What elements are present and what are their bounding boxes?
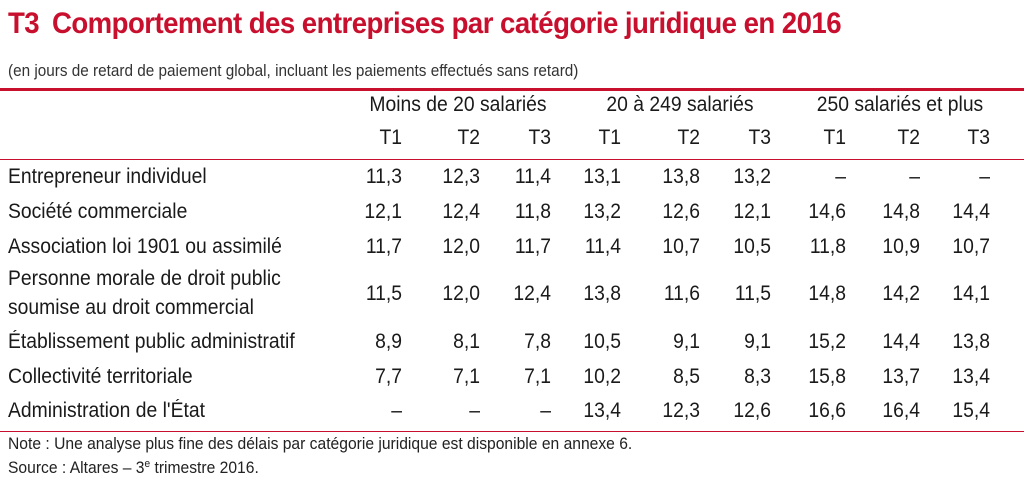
table-cell: 13,4 (952, 365, 990, 388)
table-cell: 15,4 (952, 399, 990, 422)
source-text: Source : Altares – 3e trimestre 2016. (8, 454, 632, 478)
table-cell: 10,9 (882, 235, 920, 258)
table-cell: 12,4 (442, 200, 480, 223)
table-cell: 8,9 (375, 330, 402, 353)
table-cell: 16,4 (882, 399, 920, 422)
table-cell: 12,3 (662, 399, 700, 422)
row-label: Entrepreneur individuel (8, 165, 207, 188)
source-superscript: e (144, 458, 151, 470)
table-cell: – (835, 165, 846, 188)
table-title-text: Comportement des entreprises par catégor… (51, 7, 842, 40)
row-label: Personne morale de droit public (8, 267, 281, 290)
table-title: T3 Comportement des entreprises par catég… (8, 4, 842, 44)
source-prefix: Source : Altares – 3 (8, 458, 145, 477)
quarter-header: T2 (677, 126, 700, 149)
table-cell: 12,1 (733, 200, 771, 223)
table-cell: 10,5 (583, 330, 621, 353)
table-cell: 11,7 (365, 235, 402, 258)
quarter-header: T1 (379, 126, 402, 149)
table-cell: 14,2 (882, 282, 920, 305)
table-cell: 12,0 (442, 235, 480, 258)
table-cell: 10,7 (662, 235, 700, 258)
table-cell: 15,8 (808, 365, 846, 388)
table-cell: 13,2 (583, 200, 621, 223)
table-cell: 13,8 (952, 330, 990, 353)
row-label: Établissement public administratif (8, 330, 295, 353)
table-cell: 11,3 (365, 165, 402, 188)
row-label: Association loi 1901 ou assimilé (8, 235, 282, 258)
table-cell: 7,7 (375, 365, 402, 388)
table-cell: – (469, 399, 480, 422)
table-cell: 7,8 (524, 330, 551, 353)
table-cell: 11,8 (514, 200, 551, 223)
table-cell: 13,2 (733, 165, 771, 188)
table-cell: 13,4 (583, 399, 621, 422)
table-cell: – (979, 165, 990, 188)
table-cell: 14,1 (952, 282, 990, 305)
table-cell: 12,6 (662, 200, 700, 223)
table-code: T3 (8, 7, 40, 40)
table-cell: 11,7 (514, 235, 551, 258)
quarter-header: T2 (457, 126, 480, 149)
table-cell: 9,1 (744, 330, 771, 353)
table-cell: 11,5 (734, 282, 771, 305)
table-cell: – (909, 165, 920, 188)
table-cell: 10,5 (733, 235, 771, 258)
column-group-header: 20 à 249 salariés (606, 93, 754, 116)
quarter-header: T3 (967, 126, 990, 149)
column-group-header: Moins de 20 salariés (369, 93, 547, 116)
table-cell: – (391, 399, 402, 422)
bottom-rule (0, 431, 1024, 432)
table-cell: 11,4 (584, 235, 621, 258)
quarter-header: T2 (897, 126, 920, 149)
table-cell: 14,8 (808, 282, 846, 305)
quarter-header: T1 (823, 126, 846, 149)
table-cell: 12,1 (364, 200, 402, 223)
table-cell: 14,4 (952, 200, 990, 223)
table-cell: 7,1 (453, 365, 480, 388)
table-cell: 11,6 (663, 282, 700, 305)
top-rule (0, 88, 1024, 91)
quarter-header: T3 (528, 126, 551, 149)
column-group-header: 250 salariés et plus (816, 93, 984, 116)
table-cell: 10,7 (952, 235, 990, 258)
table-cell: 14,6 (808, 200, 846, 223)
table-cell: 8,3 (744, 365, 771, 388)
table-cell: 16,6 (808, 399, 846, 422)
header-rule (0, 159, 1024, 160)
quarter-header: T1 (598, 126, 621, 149)
table-cell: 7,1 (524, 365, 551, 388)
table-cell: – (540, 399, 551, 422)
table-cell: 10,2 (583, 365, 621, 388)
row-label: Société commerciale (8, 200, 188, 223)
table-cell: 13,1 (583, 165, 621, 188)
row-label: soumise au droit commercial (8, 296, 254, 319)
table-cell: 11,4 (514, 165, 551, 188)
table-cell: 11,5 (365, 282, 402, 305)
table-cell: 9,1 (673, 330, 700, 353)
table-cell: 12,4 (513, 282, 551, 305)
table-cell: 8,5 (673, 365, 700, 388)
row-label: Administration de l'État (8, 399, 205, 422)
table-cell: 15,2 (808, 330, 846, 353)
table-cell: 13,8 (583, 282, 621, 305)
table-cell: 8,1 (453, 330, 480, 353)
table-cell: 11,8 (809, 235, 846, 258)
table-notes: Note : Une analyse plus fine des délais … (8, 434, 632, 478)
table-cell: 14,8 (882, 200, 920, 223)
table-subtitle: (en jours de retard de paiement global, … (8, 61, 579, 80)
source-suffix: trimestre 2016. (150, 458, 259, 477)
table-cell: 14,4 (882, 330, 920, 353)
table-cell: 12,3 (442, 165, 480, 188)
table-cell: 13,7 (882, 365, 920, 388)
table-cell: 12,6 (733, 399, 771, 422)
table-cell: 13,8 (662, 165, 700, 188)
row-label: Collectivité territoriale (8, 365, 193, 388)
quarter-header: T3 (748, 126, 771, 149)
note-text: Note : Une analyse plus fine des délais … (8, 434, 633, 453)
table-cell: 12,0 (442, 282, 480, 305)
